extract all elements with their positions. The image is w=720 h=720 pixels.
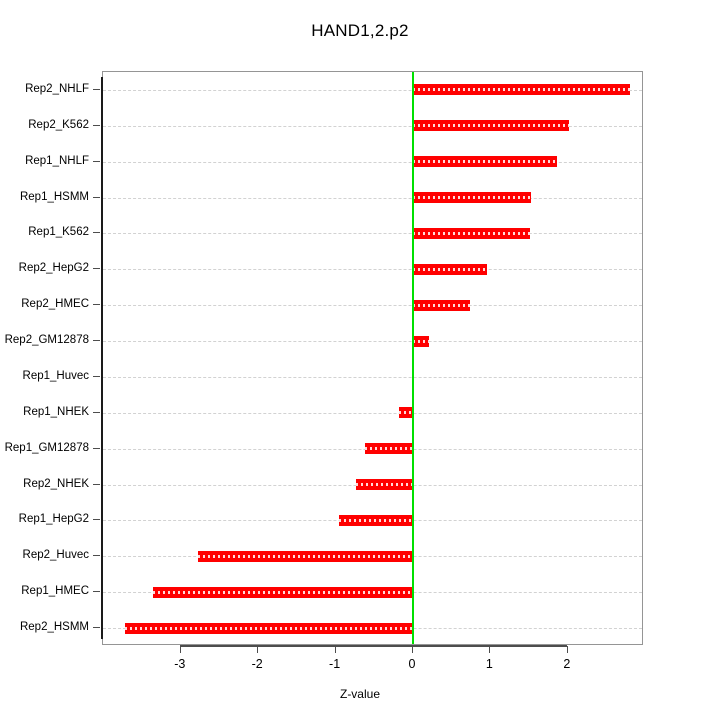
y-tick-label: Rep2_NHEK [23, 477, 89, 490]
y-tick-label: Rep2_GM12878 [4, 334, 89, 347]
y-tick-mark [93, 160, 100, 162]
y-tick-label: Rep1_NHLF [25, 154, 89, 167]
bar-hatch [355, 483, 413, 487]
bar-hatch [413, 231, 530, 235]
y-tick-mark [93, 232, 100, 234]
bar-hatch [413, 303, 470, 307]
x-tick-label: 1 [485, 657, 493, 671]
page-title: HAND1,2.p2 [311, 21, 409, 40]
y-tick-mark [93, 411, 100, 413]
x-tick-mark [566, 646, 568, 653]
bar-hatch [399, 411, 413, 415]
y-tick-label: Rep2_K562 [28, 118, 89, 131]
y-tick-label: Rep2_HMEC [21, 298, 89, 311]
y-tick-label: Rep1_HepG2 [18, 513, 89, 526]
y-tick-label: Rep2_NHLF [25, 82, 89, 95]
bar-hatch [413, 196, 531, 200]
bar [413, 84, 630, 96]
y-tick-label: Rep2_HepG2 [18, 262, 89, 275]
gridline [103, 269, 642, 271]
x-tick-mark [179, 646, 181, 653]
gridline [103, 341, 642, 343]
bar-hatch [338, 518, 413, 522]
bar [355, 479, 413, 491]
x-tick-mark [489, 646, 491, 653]
bar [365, 443, 413, 455]
bar-hatch [197, 554, 413, 558]
zero-reference-line [412, 72, 414, 644]
y-tick-label: Rep1_GM12878 [4, 441, 89, 454]
y-tick-label: Rep1_NHEK [23, 405, 89, 418]
y-tick-mark [93, 627, 100, 629]
y-tick-label: Rep1_HSMM [19, 190, 89, 203]
plot-inner [103, 72, 642, 644]
y-tick-mark [93, 447, 100, 449]
y-tick-mark [93, 375, 100, 377]
gridline [103, 197, 642, 199]
x-tick-mark [412, 646, 413, 653]
bar-hatch [413, 339, 430, 343]
bar [413, 156, 557, 168]
y-tick-label: Rep1_HMEC [21, 585, 89, 598]
gridline [103, 125, 642, 127]
bar-hatch [125, 626, 413, 630]
x-tick-label: -2 [251, 657, 263, 671]
bar-hatch [413, 267, 487, 271]
bar-hatch [413, 160, 557, 164]
bar [413, 299, 470, 311]
x-axis-label: Z-value [339, 687, 380, 701]
gridline [103, 161, 642, 163]
y-tick-mark [93, 124, 100, 126]
y-tick-label: Rep2_HSMM [19, 621, 89, 634]
y-tick-mark [93, 88, 100, 90]
x-tick-mark [334, 646, 336, 653]
y-tick-label: Rep2_Huvec [22, 549, 89, 562]
x-tick-label: -1 [329, 657, 341, 671]
bar [197, 550, 413, 562]
y-axis-line [101, 77, 103, 639]
gridline [103, 89, 642, 91]
bar [413, 120, 570, 132]
bar [399, 407, 413, 419]
y-tick-mark [93, 555, 100, 557]
y-tick-mark [93, 340, 100, 342]
x-tick-mark [257, 646, 259, 653]
bar [413, 227, 530, 239]
gridline [103, 233, 642, 235]
bar-hatch [413, 88, 630, 92]
bar [413, 192, 531, 204]
y-tick-mark [93, 483, 100, 485]
x-axis-line [179, 645, 567, 647]
bar [338, 514, 413, 526]
bar [413, 263, 487, 275]
bar-hatch [413, 124, 570, 128]
y-tick-mark [93, 304, 100, 306]
bar [125, 622, 413, 634]
bar [413, 335, 430, 347]
bar-hatch [152, 590, 413, 594]
y-tick-label: Rep1_Huvec [22, 369, 89, 382]
y-tick-mark [93, 196, 100, 198]
x-tick-label: 2 [563, 657, 571, 671]
plot-area [102, 71, 643, 645]
gridline [103, 305, 642, 307]
y-tick-mark [93, 268, 100, 270]
y-tick-mark [93, 591, 100, 593]
y-tick-label: Rep1_K562 [28, 226, 89, 239]
bar-hatch [365, 447, 413, 451]
y-tick-mark [93, 519, 100, 521]
gridline [103, 376, 642, 378]
bar [152, 586, 413, 598]
x-tick-label: 0 [408, 657, 416, 671]
gridline [103, 412, 642, 414]
x-tick-label: -3 [174, 657, 186, 671]
